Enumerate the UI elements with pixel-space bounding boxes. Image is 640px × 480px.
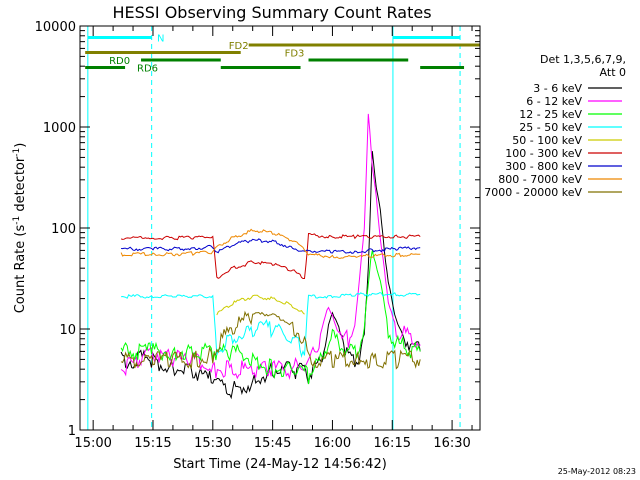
- chart-title: HESSI Observing Summary Count Rates: [112, 3, 431, 22]
- legend-label-3: 25 - 50 keV: [519, 121, 582, 134]
- x-tick-label-2: 15:30: [194, 436, 231, 451]
- night-markers: [87, 26, 461, 430]
- legend-label-1: 6 - 12 keV: [526, 95, 582, 108]
- legend-label-6: 300 - 800 keV: [505, 160, 582, 173]
- y-tick-label-1: 10: [59, 323, 76, 338]
- legend-label-5: 100 - 300 keV: [505, 147, 582, 160]
- y-axis: 1 10 100 1000 10000: [35, 20, 480, 439]
- obs-bar-label-n: N: [157, 34, 164, 45]
- obs-bar-label-fd2: FD2: [229, 41, 249, 52]
- x-tick-label-1: 15:15: [134, 436, 171, 451]
- obs-bar-label-rd0: RD0: [109, 56, 130, 67]
- obs-bar-label-fd3: FD3: [285, 49, 305, 60]
- legend-label-4: 50 - 100 keV: [512, 134, 582, 147]
- series-line-7: [120, 228, 421, 260]
- y-tick-label-0: 1: [68, 424, 76, 439]
- observing-bars: N FD2 FD3 RD0 RD6: [85, 34, 480, 75]
- series-line-2: [120, 250, 421, 385]
- series-line-4: [216, 294, 305, 316]
- x-axis-label: Start Time (24-May-12 14:56:42): [173, 457, 387, 472]
- y-tick-label-2: 100: [51, 222, 76, 237]
- y-axis-label-sup2: -1: [12, 148, 22, 157]
- legend-label-0: 3 - 6 keV: [533, 82, 582, 95]
- y-tick-label-4: 10000: [35, 20, 76, 35]
- series-line-5: [120, 232, 421, 279]
- series-line-6: [121, 238, 421, 254]
- y-axis-label-mid: detector: [13, 156, 28, 216]
- series-line-3: [121, 292, 421, 358]
- series-line-8: [120, 310, 421, 370]
- x-tick-label-5: 16:15: [374, 436, 411, 451]
- legend-subtitle: Att 0: [600, 66, 626, 79]
- series-line-1: [120, 113, 421, 380]
- series-lines: [120, 113, 421, 400]
- x-tick-label-3: 15:45: [254, 436, 291, 451]
- obs-bar-label-rd6: RD6: [137, 64, 158, 75]
- timestamp: 25-May-2012 08:23: [558, 467, 636, 476]
- y-tick-label-3: 1000: [43, 121, 76, 136]
- y-axis-label-sup1: -1: [12, 216, 22, 225]
- y-axis-label: Count Rate (s-1 detector-1): [12, 143, 28, 314]
- x-axis: 15:00 15:15 15:30 15:45 16:00 16:15 16:30: [74, 26, 473, 451]
- legend-title: Det 1,3,5,6,7,9,: [540, 53, 626, 66]
- legend-label-7: 800 - 7000 keV: [498, 173, 582, 186]
- y-axis-label-end: ): [13, 143, 28, 148]
- y-axis-label-main: Count Rate (s: [13, 225, 28, 314]
- legend-label-8: 7000 - 20000 keV: [484, 186, 582, 199]
- x-tick-label-4: 16:00: [314, 436, 351, 451]
- x-tick-label-0: 15:00: [74, 436, 111, 451]
- x-tick-label-6: 16:30: [433, 436, 470, 451]
- legend-label-2: 12 - 25 keV: [519, 108, 582, 121]
